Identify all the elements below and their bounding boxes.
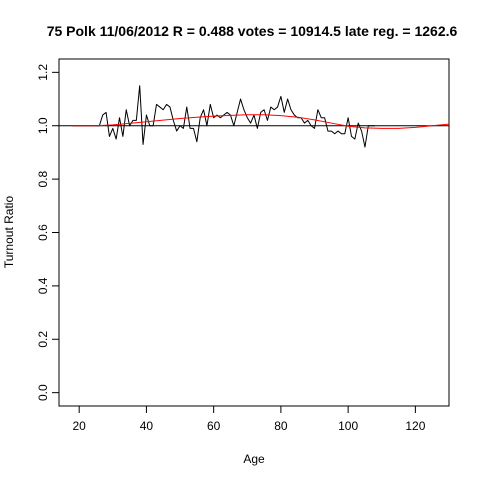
y-tick-label: 0.2 (36, 331, 50, 348)
y-axis-label: Turnout Ratio (2, 196, 16, 269)
y-tick-label: 0.4 (36, 277, 50, 294)
chart-title: 75 Polk 11/06/2012 R = 0.488 votes = 109… (47, 23, 458, 39)
series-line-fit (72, 114, 450, 129)
series-layer (72, 85, 450, 148)
series-line-observed (72, 85, 376, 148)
x-tick-label: 80 (274, 419, 288, 433)
y-axis: 0.0 0.2 0.4 0.6 0.8 1.0 1.2 (36, 64, 59, 401)
y-tick-label: 0.0 (36, 384, 50, 401)
x-tick-label: 100 (338, 419, 358, 433)
x-tick-label: 40 (140, 419, 154, 433)
x-tick-label: 120 (405, 419, 425, 433)
y-tick-label: 1.0 (36, 117, 50, 134)
x-axis-label: Age (243, 452, 265, 466)
y-tick-label: 0.8 (36, 170, 50, 187)
x-axis: 20 40 60 80 100 120 (72, 406, 426, 433)
y-tick-label: 1.2 (36, 64, 50, 81)
x-tick-label: 60 (207, 419, 221, 433)
x-tick-label: 20 (72, 419, 86, 433)
y-tick-label: 0.6 (36, 224, 50, 241)
plot-frame (58, 58, 450, 407)
